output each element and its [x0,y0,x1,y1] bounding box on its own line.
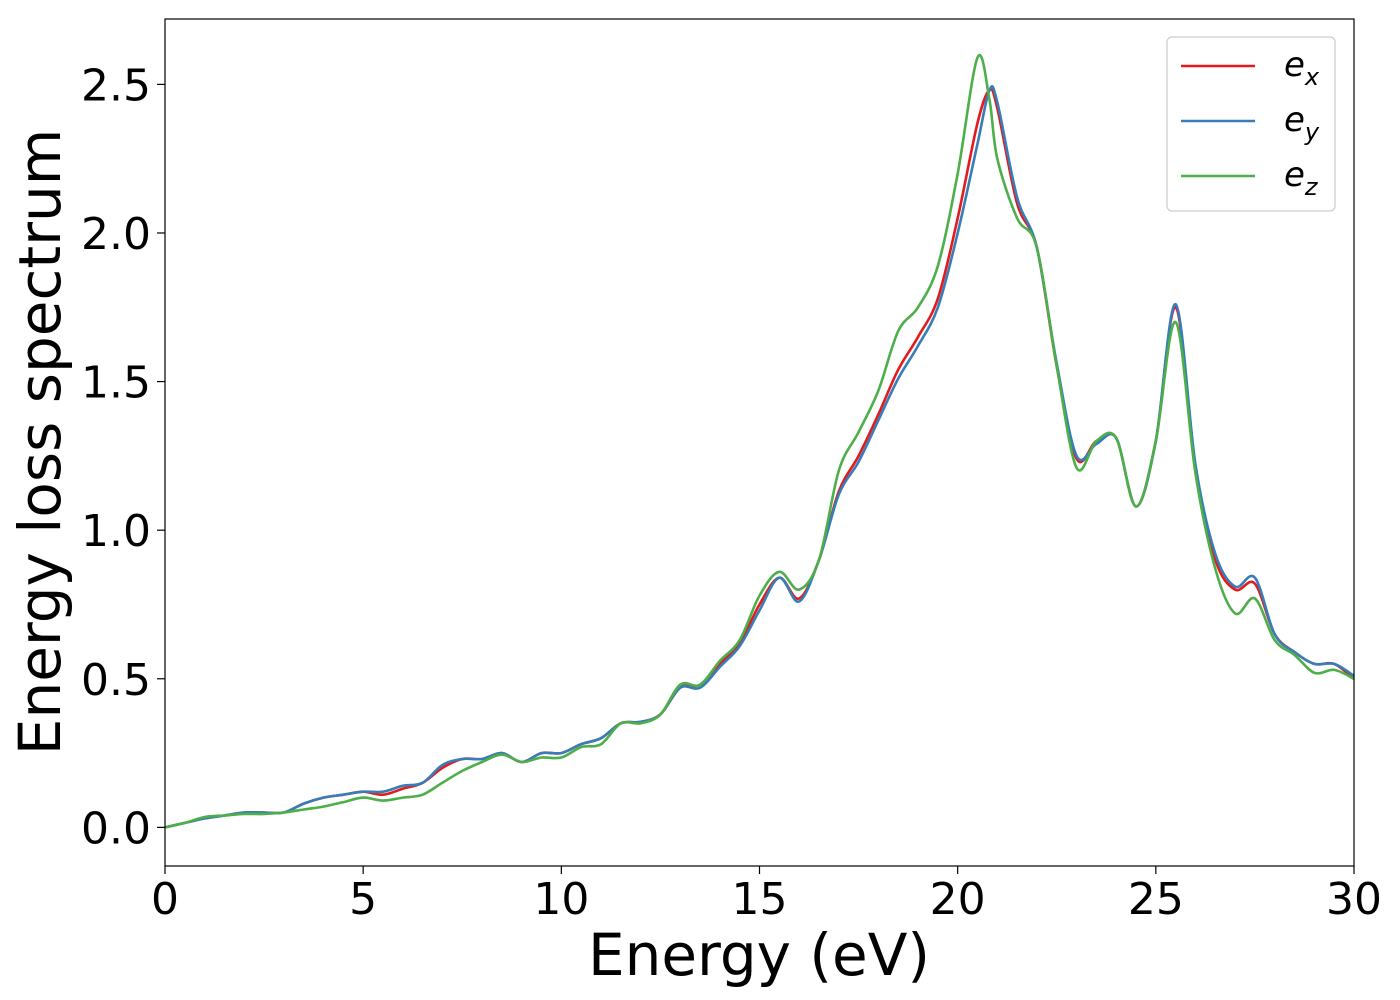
x-tick-label: 5 [349,874,377,925]
legend-label-e-y: ey [1284,100,1320,146]
x-tick-label: 25 [1128,874,1184,925]
legend-label-e-z: ez [1284,155,1319,201]
x-tick-label: 20 [930,874,986,925]
legend: ex ey ez [1166,36,1336,212]
y-axis-label: Energy loss spectrum [6,129,74,755]
legend-frame [1166,36,1336,212]
y-tick-label: 1.0 [81,506,151,557]
x-tick-label: 10 [533,874,589,925]
x-axis-label: Energy (eV) [588,921,930,989]
x-tick-label: 30 [1326,874,1382,925]
x-tick-label: 15 [732,874,788,925]
series-lines [165,53,1354,829]
plot-frame [164,18,1355,867]
x-tick-label: 0 [151,874,179,925]
y-tick-label: 1.5 [81,358,151,409]
legend-label-e-x: ex [1284,45,1320,91]
x-axis-ticks: 0 5 10 15 20 25 30 [151,866,1382,925]
series-line-e-z [165,53,1354,829]
y-tick-label: 2.0 [81,209,151,260]
y-tick-label: 0.5 [81,655,151,706]
y-tick-label: 0.0 [81,803,151,854]
y-axis-ticks: 0.0 0.5 1.0 1.5 2.0 2.5 [81,60,165,854]
y-tick-label: 2.5 [81,60,151,111]
